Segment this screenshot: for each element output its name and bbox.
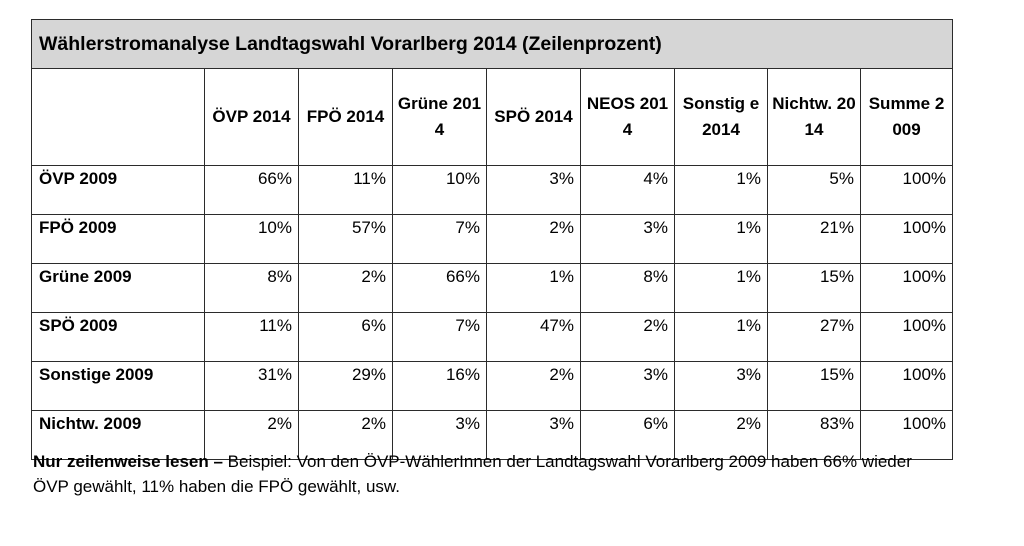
percent-cell: 57% (298, 214, 393, 264)
percent-cell: 11% (298, 165, 393, 215)
percent-cell: 7% (392, 312, 487, 362)
percent-cell: 10% (204, 214, 299, 264)
percent-cell: 3% (674, 361, 768, 411)
column-header: Grüne 2014 (392, 68, 487, 166)
percent-cell: 21% (767, 214, 861, 264)
percent-cell: 2% (674, 410, 768, 460)
percent-cell: 3% (580, 214, 675, 264)
percent-cell: 66% (392, 263, 487, 313)
percent-cell: 66% (204, 165, 299, 215)
percent-cell: 15% (767, 263, 861, 313)
table-title: Wählerstromanalyse Landtagswahl Vorarlbe… (30, 19, 954, 69)
percent-cell: 2% (486, 214, 581, 264)
row-label: ÖVP 2009 (31, 165, 205, 215)
percent-cell: 11% (204, 312, 299, 362)
percent-cell: 3% (486, 165, 581, 215)
percent-cell: 47% (486, 312, 581, 362)
percent-cell: 1% (486, 263, 581, 313)
table-row: FPÖ 2009 10% 57% 7% 2% 3% 1% 21% 100% (31, 214, 954, 264)
percent-cell: 4% (580, 165, 675, 215)
header-corner-cell (31, 68, 205, 166)
title-row: Wählerstromanalyse Landtagswahl Vorarlbe… (30, 19, 954, 69)
percent-cell: 2% (580, 312, 675, 362)
percent-cell: 8% (204, 263, 299, 313)
voter-flow-table: Wählerstromanalyse Landtagswahl Vorarlbe… (30, 19, 954, 460)
row-label: Grüne 2009 (31, 263, 205, 313)
table-row: SPÖ 2009 11% 6% 7% 47% 2% 1% 27% 100% (31, 312, 954, 362)
percent-cell: 10% (392, 165, 487, 215)
percent-cell: 83% (767, 410, 861, 460)
header-row: ÖVP 2014 FPÖ 2014 Grüne 2014 SPÖ 2014 NEOS 2… (31, 68, 954, 166)
percent-cell: 8% (580, 263, 675, 313)
percent-cell: 3% (580, 361, 675, 411)
percent-cell: 1% (674, 312, 768, 362)
table-row: Sonstige 2009 31% 29% 16% 2% 3% 3% 15% 100% (31, 361, 954, 411)
table-body: Wählerstromanalyse Landtagswahl Vorarlbe… (30, 19, 954, 460)
percent-cell: 3% (392, 410, 487, 460)
percent-cell: 1% (674, 214, 768, 264)
percent-cell: 31% (204, 361, 299, 411)
percent-cell: 1% (674, 263, 768, 313)
column-header: Sonstig e 2014 (674, 68, 768, 166)
percent-cell: 100% (859, 214, 954, 264)
percent-cell: 6% (298, 312, 393, 362)
percent-cell: 1% (674, 165, 768, 215)
percent-cell: 29% (298, 361, 393, 411)
percent-cell: 27% (767, 312, 861, 362)
percent-cell: 100% (859, 312, 954, 362)
table-row: Grüne 2009 8% 2% 66% 1% 8% 1% 15% 100% (31, 263, 954, 313)
percent-cell: 7% (392, 214, 487, 264)
table-row: Nichtw. 2009 2% 2% 3% 3% 6% 2% 83% 100% (31, 410, 954, 460)
column-header: Summe 2009 (859, 68, 954, 166)
row-label: FPÖ 2009 (31, 214, 205, 264)
reading-note-text: Beispiel: Von den ÖVP-WählerInnen der La… (33, 452, 912, 496)
column-header: Nichtw. 2014 (767, 68, 861, 166)
column-header: NEOS 2014 (580, 68, 675, 166)
percent-cell: 100% (859, 410, 954, 460)
column-header: FPÖ 2014 (298, 68, 393, 166)
percent-cell: 2% (204, 410, 299, 460)
column-header: SPÖ 2014 (486, 68, 581, 166)
percent-cell: 100% (859, 263, 954, 313)
percent-cell: 100% (859, 361, 954, 411)
row-label: Sonstige 2009 (31, 361, 205, 411)
row-label: Nichtw. 2009 (31, 410, 205, 460)
percent-cell: 5% (767, 165, 861, 215)
percent-cell: 2% (298, 263, 393, 313)
reading-note: Nur zeilenweise lesen – Beispiel: Von de… (33, 449, 933, 499)
percent-cell: 16% (392, 361, 487, 411)
column-header: ÖVP 2014 (204, 68, 299, 166)
row-label: SPÖ 2009 (31, 312, 205, 362)
percent-cell: 2% (486, 361, 581, 411)
reading-note-lead: Nur zeilenweise lesen – (33, 452, 223, 471)
table-row: ÖVP 2009 66% 11% 10% 3% 4% 1% 5% 100% (31, 165, 954, 215)
percent-cell: 100% (859, 165, 954, 215)
percent-cell: 15% (767, 361, 861, 411)
